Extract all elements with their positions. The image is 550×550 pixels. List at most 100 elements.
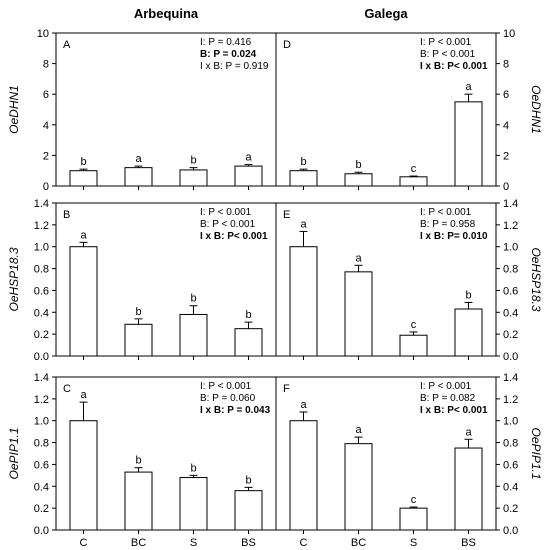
y-tick-label: 8 — [503, 59, 509, 71]
bar-bc — [124, 471, 153, 531]
significance-letter: a — [465, 426, 472, 438]
bar-c — [69, 420, 98, 531]
y-tick-label: 0.8 — [34, 438, 49, 450]
bar-s — [179, 313, 208, 357]
bar-s — [399, 334, 428, 357]
bar-c — [289, 420, 318, 531]
panel-letter: D — [283, 39, 291, 51]
y-tick-label: 2 — [43, 150, 49, 162]
y-tick-label: 1.4 — [34, 198, 49, 210]
y-tick-label: 0.0 — [34, 351, 49, 363]
y-tick-label: 1.4 — [34, 372, 49, 384]
y-tick-label: 0.0 — [503, 525, 518, 537]
bar-bc — [124, 167, 153, 187]
y-tick-label: 0.0 — [34, 525, 49, 537]
stat-line: B: P = 0.958 — [420, 219, 476, 230]
bar-bc — [344, 173, 373, 187]
bar-c — [289, 246, 318, 357]
significance-letter: a — [80, 229, 87, 241]
y-tick-label: 10 — [37, 28, 49, 40]
y-tick-label: 1.0 — [34, 416, 49, 428]
y-tick-label: 8 — [43, 59, 49, 71]
significance-letter: b — [135, 306, 141, 318]
y-tick-label: 0 — [43, 181, 49, 193]
y-tick-label: 1.2 — [503, 394, 518, 406]
y-tick-label: 0.2 — [503, 329, 518, 341]
stat-line: I: P < 0.001 — [200, 381, 252, 392]
stat-line: I: P = 0.416 — [200, 37, 252, 48]
column-title-arbequina: Arbequina — [134, 6, 199, 21]
panel-e: 0.0 0.2 0.4 0.6 0.8 1.0 1.2 1.4 OeHSP18.3 E I: P <… — [275, 198, 543, 363]
y-tick-label: 1.0 — [34, 242, 49, 254]
stat-line: I x B: P< 0.001 — [200, 231, 268, 242]
stat-line: I x B: P< 0.001 — [420, 61, 488, 72]
significance-letter: a — [80, 389, 87, 401]
stat-line: I x B: P< 0.001 — [420, 405, 488, 416]
panel-letter: E — [283, 209, 290, 221]
plot-frame — [275, 202, 497, 357]
x-tick-label: C — [80, 537, 88, 549]
y-tick-label: 1.2 — [34, 394, 49, 406]
x-tick-label: S — [410, 537, 417, 549]
stat-line: B: P = 0.060 — [200, 393, 256, 404]
column-title-galega: Galega — [364, 6, 408, 21]
significance-letter: b — [190, 462, 196, 474]
y-tick-label: 0.0 — [503, 351, 518, 363]
y-tick-label: 4 — [43, 120, 49, 132]
significance-letter: a — [245, 152, 252, 164]
bar-bc — [344, 271, 373, 357]
stat-line: I x B: P = 0.043 — [200, 405, 271, 416]
significance-letter: b — [245, 309, 251, 321]
stat-line: I: P < 0.001 — [420, 207, 472, 218]
y-tick-label: 0.2 — [34, 329, 49, 341]
stat-line: B: P < 0.001 — [200, 219, 256, 230]
y-tick-label: 0.8 — [34, 264, 49, 276]
panel-b: 0.0 0.2 0.4 0.6 0.8 1.0 1.2 1.4 OeHSP18.3 B I: P <… — [7, 198, 277, 363]
stat-line: B: P = 0.024 — [200, 49, 257, 60]
bar-bs — [454, 308, 483, 357]
y-tick-label: 0.4 — [34, 307, 49, 319]
panel-f: 0.0 0.2 0.4 0.6 0.8 1.0 1.2 1.4 OePIP1.1 F I: P < … — [275, 372, 543, 549]
bar-s — [179, 169, 208, 187]
bar-bs — [454, 447, 483, 531]
panel-letter: A — [63, 39, 71, 51]
bar-bs — [454, 101, 483, 187]
y-axis-label: OeHSP18.3 — [7, 247, 21, 311]
bar-bc — [344, 443, 373, 531]
panel-c: 0.0 0.2 0.4 0.6 0.8 1.0 1.2 1.4 OePIP1.1 C I: P < … — [7, 372, 277, 549]
y-tick-label: 0.6 — [34, 285, 49, 297]
significance-letter: c — [411, 319, 417, 331]
y-axis-label: OeDHN1 — [529, 85, 543, 134]
y-axis-label: OePIP1.1 — [529, 427, 543, 479]
stat-line: I x B: P= 0.010 — [420, 231, 488, 242]
y-tick-label: 2 — [503, 150, 509, 162]
y-tick-label: 0.2 — [34, 503, 49, 515]
significance-letter: b — [300, 156, 306, 168]
y-tick-label: 0.4 — [503, 307, 518, 319]
y-tick-label: 1.4 — [503, 198, 518, 210]
y-tick-label: 4 — [503, 120, 509, 132]
x-tick-label: S — [190, 537, 197, 549]
bar-bc — [124, 323, 153, 357]
y-axis-label: OePIP1.1 — [7, 427, 21, 479]
stat-line: I: P < 0.001 — [420, 381, 472, 392]
y-tick-label: 0.6 — [503, 459, 518, 471]
x-tick-label: C — [300, 537, 308, 549]
y-tick-label: 0.4 — [503, 481, 518, 493]
stat-line: I: P < 0.001 — [420, 37, 472, 48]
stat-line: I x B: P = 0.919 — [200, 61, 269, 72]
significance-letter: a — [355, 424, 362, 436]
y-tick-label: 10 — [503, 28, 515, 40]
y-axis-label: OeHSP18.3 — [529, 247, 543, 311]
x-tick-label: BC — [351, 537, 366, 549]
significance-letter: b — [80, 156, 86, 168]
significance-letter: a — [135, 153, 142, 165]
significance-letter: a — [300, 399, 307, 411]
bar-s — [399, 176, 428, 187]
panel-letter: F — [283, 383, 290, 395]
bar-s — [179, 477, 208, 531]
y-tick-label: 1.2 — [34, 220, 49, 232]
